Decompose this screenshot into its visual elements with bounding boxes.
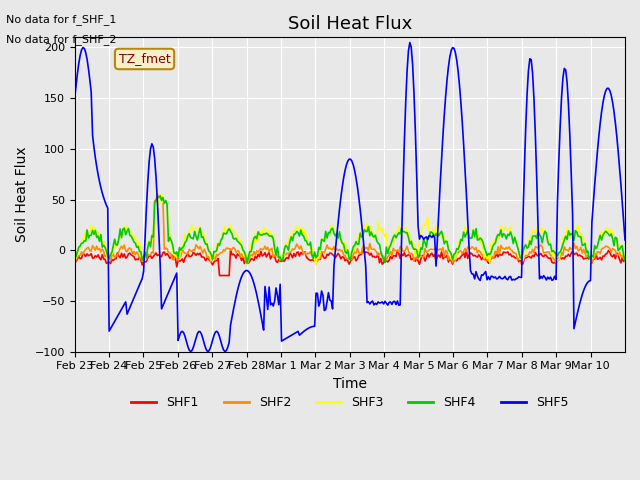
SHF1 <box>621 257 629 263</box>
SHF4 <box>291 231 299 237</box>
SHF4 <box>243 261 251 266</box>
Text: No data for f_SHF_1: No data for f_SHF_1 <box>6 14 116 25</box>
Title: Soil Heat Flux: Soil Heat Flux <box>288 15 412 33</box>
SHF3 <box>71 254 79 260</box>
SHF5 <box>71 95 79 101</box>
SHF1 <box>252 253 259 259</box>
SHF4 <box>420 236 428 242</box>
SHF5 <box>137 279 145 285</box>
SHF2 <box>420 254 428 260</box>
Y-axis label: Soil Heat Flux: Soil Heat Flux <box>15 146 29 242</box>
SHF2 <box>290 247 298 253</box>
SHF3 <box>471 230 479 236</box>
SHF2 <box>137 256 145 262</box>
SHF2 <box>154 191 161 197</box>
SHF1 <box>420 254 428 260</box>
SHF2 <box>471 247 479 253</box>
SHF4 <box>137 249 145 254</box>
Legend: SHF1, SHF2, SHF3, SHF4, SHF5: SHF1, SHF2, SHF3, SHF4, SHF5 <box>126 391 573 414</box>
SHF5 <box>406 40 413 46</box>
Text: No data for f_SHF_2: No data for f_SHF_2 <box>6 34 117 45</box>
Line: SHF2: SHF2 <box>75 194 625 264</box>
SHF3 <box>621 253 629 259</box>
SHF4 <box>474 237 481 243</box>
Text: TZ_fmet: TZ_fmet <box>118 52 170 65</box>
SHF2 <box>621 257 629 263</box>
Line: SHF4: SHF4 <box>75 196 625 264</box>
SHF4 <box>71 255 79 261</box>
SHF4 <box>621 258 629 264</box>
SHF2 <box>252 252 259 258</box>
SHF2 <box>312 261 320 267</box>
SHF1 <box>71 258 79 264</box>
SHF5 <box>471 276 479 282</box>
SHF5 <box>420 236 428 242</box>
SHF3 <box>157 191 165 197</box>
SHF1 <box>471 252 479 258</box>
SHF4 <box>156 193 164 199</box>
Line: SHF5: SHF5 <box>75 43 625 351</box>
SHF2 <box>71 261 79 266</box>
SHF1 <box>137 257 145 263</box>
SHF1 <box>290 251 298 256</box>
SHF3 <box>474 231 481 237</box>
SHF5 <box>621 237 629 243</box>
SHF5 <box>290 331 298 336</box>
X-axis label: Time: Time <box>333 377 367 391</box>
Line: SHF1: SHF1 <box>75 247 625 276</box>
SHF2 <box>474 250 481 256</box>
SHF3 <box>252 230 259 236</box>
SHF3 <box>420 223 428 229</box>
SHF5 <box>252 286 259 291</box>
SHF3 <box>290 228 298 234</box>
SHF5 <box>474 274 481 279</box>
SHF3 <box>312 262 320 267</box>
Line: SHF3: SHF3 <box>75 194 625 264</box>
SHF5 <box>221 348 229 354</box>
SHF1 <box>474 254 481 260</box>
SHF1 <box>216 273 223 278</box>
SHF4 <box>471 234 479 240</box>
SHF1 <box>359 244 367 250</box>
SHF4 <box>253 236 260 241</box>
SHF3 <box>137 252 145 258</box>
